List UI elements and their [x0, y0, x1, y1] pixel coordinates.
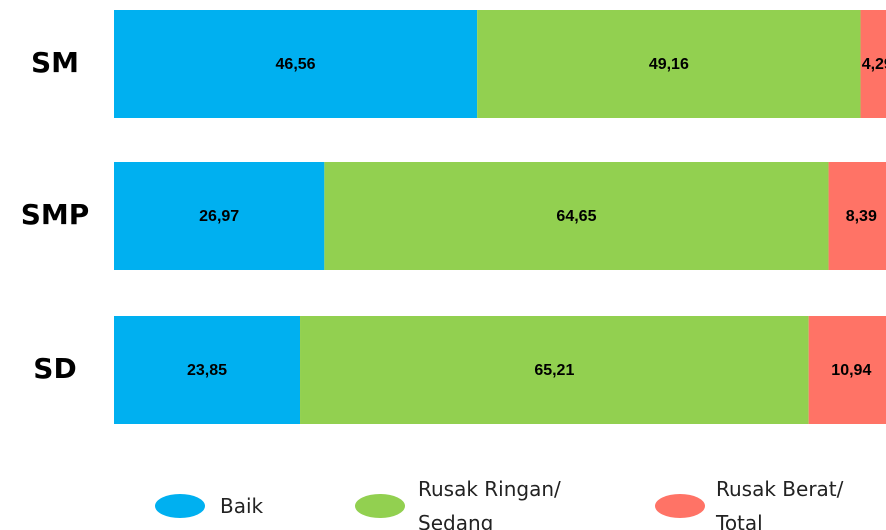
bar-segment: [324, 162, 829, 270]
data-label: 4,29: [862, 56, 886, 73]
data-label: 23,85: [187, 362, 227, 379]
bar-segment: [300, 316, 809, 424]
category-label: SM: [31, 46, 79, 79]
bar-segment: [808, 316, 886, 424]
bar-segment: [114, 10, 478, 118]
data-label: 26,97: [199, 208, 239, 225]
bar-segment: [114, 162, 325, 270]
data-label: 46,56: [276, 56, 316, 73]
legend-marker: [355, 494, 405, 518]
data-label: 8,39: [846, 208, 877, 225]
legend-marker: [155, 494, 205, 518]
category-label: SMP: [21, 198, 90, 231]
legend-label: Rusak Berat/ Total: [716, 477, 844, 530]
bar-segment: [828, 162, 886, 270]
plot: SM 46,56 49,16 4,29 SMP 26,97 64,65 8,39 SD 23,85…: [21, 10, 886, 424]
category-label: SD: [33, 352, 76, 385]
data-label: 10,94: [831, 362, 871, 379]
data-label: 49,16: [649, 56, 689, 73]
legend-label: Baik: [220, 494, 264, 518]
legend-label: Rusak Ringan/ Sedang: [418, 477, 561, 530]
bar-segment: [477, 10, 861, 118]
data-label: 64,65: [556, 208, 596, 225]
bar-segment: [860, 10, 886, 118]
legend-marker: [655, 494, 705, 518]
data-label: 65,21: [534, 362, 574, 379]
bar-segment: [114, 316, 301, 424]
